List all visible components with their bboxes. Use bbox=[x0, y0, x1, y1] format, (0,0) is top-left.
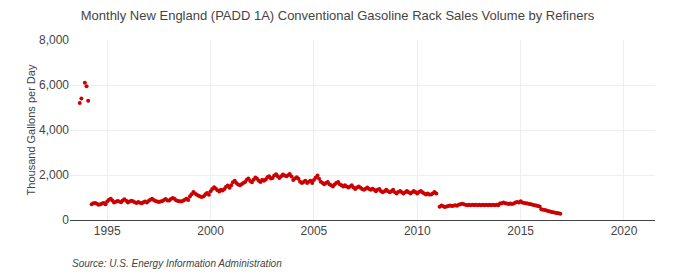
svg-text:6,000: 6,000 bbox=[39, 78, 69, 92]
svg-text:2010: 2010 bbox=[404, 224, 431, 238]
svg-text:Thousand Gallons per Day: Thousand Gallons per Day bbox=[25, 64, 37, 195]
svg-text:2005: 2005 bbox=[301, 224, 328, 238]
svg-text:1995: 1995 bbox=[94, 224, 121, 238]
svg-text:4,000: 4,000 bbox=[39, 123, 69, 137]
svg-text:2,000: 2,000 bbox=[39, 168, 69, 182]
svg-text:Source: U.S. Energy Informatio: Source: U.S. Energy Information Administ… bbox=[72, 258, 282, 269]
svg-text:2020: 2020 bbox=[611, 224, 638, 238]
svg-text:0: 0 bbox=[62, 213, 69, 227]
svg-text:2000: 2000 bbox=[197, 224, 224, 238]
svg-text:Monthly New England (PADD 1A): Monthly New England (PADD 1A) Convention… bbox=[81, 8, 595, 23]
svg-text:2015: 2015 bbox=[507, 224, 534, 238]
svg-text:8,000: 8,000 bbox=[39, 33, 69, 47]
